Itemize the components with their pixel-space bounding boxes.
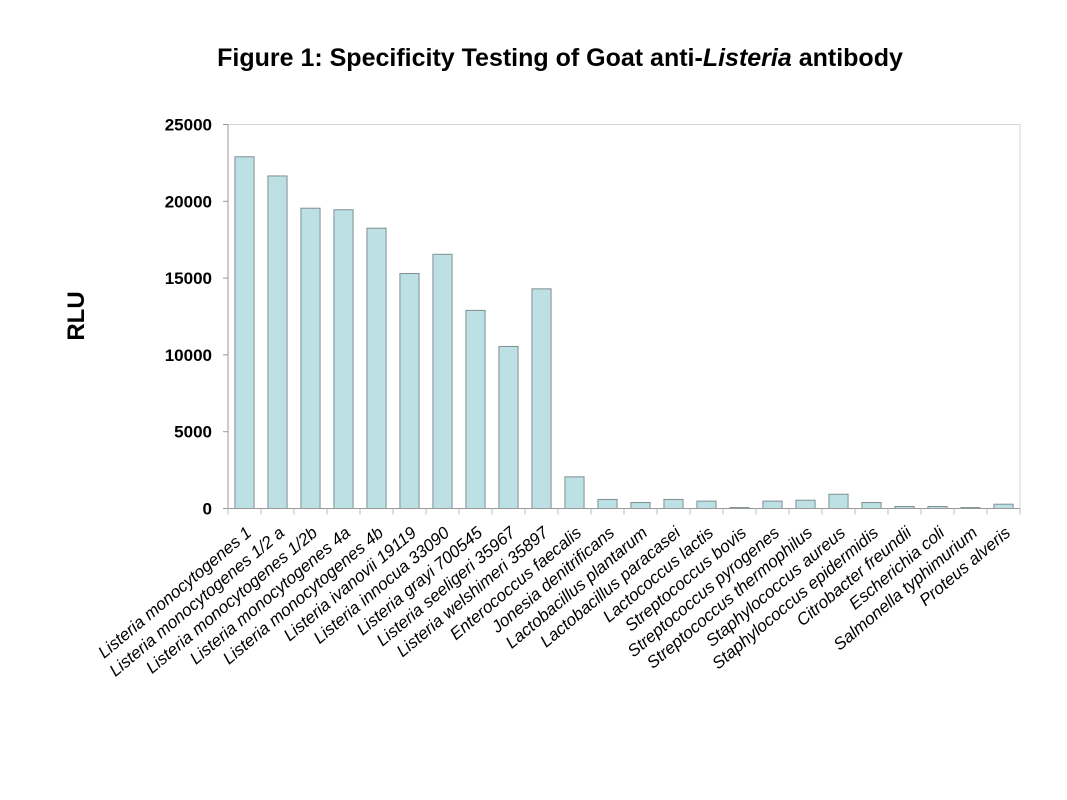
bar [663,498,684,509]
y-tick-label: 5000 [174,423,212,442]
title-text: Figure 1: Specificity Testing of Goat an… [217,44,703,72]
bar [564,476,585,509]
y-tick-label: 10000 [165,346,212,365]
bar [597,498,618,509]
y-tick-label: 15000 [165,269,212,288]
bar [993,503,1014,509]
bar [696,500,717,509]
y-tick-label: 20000 [165,192,212,211]
bar [465,309,486,509]
bar [630,502,651,510]
bar [861,502,882,510]
title-italic: Listeria [702,44,792,72]
y-axis-label: RLU [63,291,90,340]
bar [366,227,387,509]
title-suffix: antibody [791,44,903,72]
bar [531,288,552,509]
bar [498,345,519,509]
bar [828,493,849,510]
bar [762,500,783,509]
bar [234,156,255,509]
bar [267,175,288,509]
y-tick-label: 0 [203,500,212,519]
bar [795,499,816,509]
bar [432,253,453,509]
bar [333,209,354,510]
bar [399,272,420,509]
chart-title: Figure 1: Specificity Testing of Goat an… [0,44,1067,73]
y-tick-label: 25000 [165,116,212,135]
bar [300,207,321,509]
